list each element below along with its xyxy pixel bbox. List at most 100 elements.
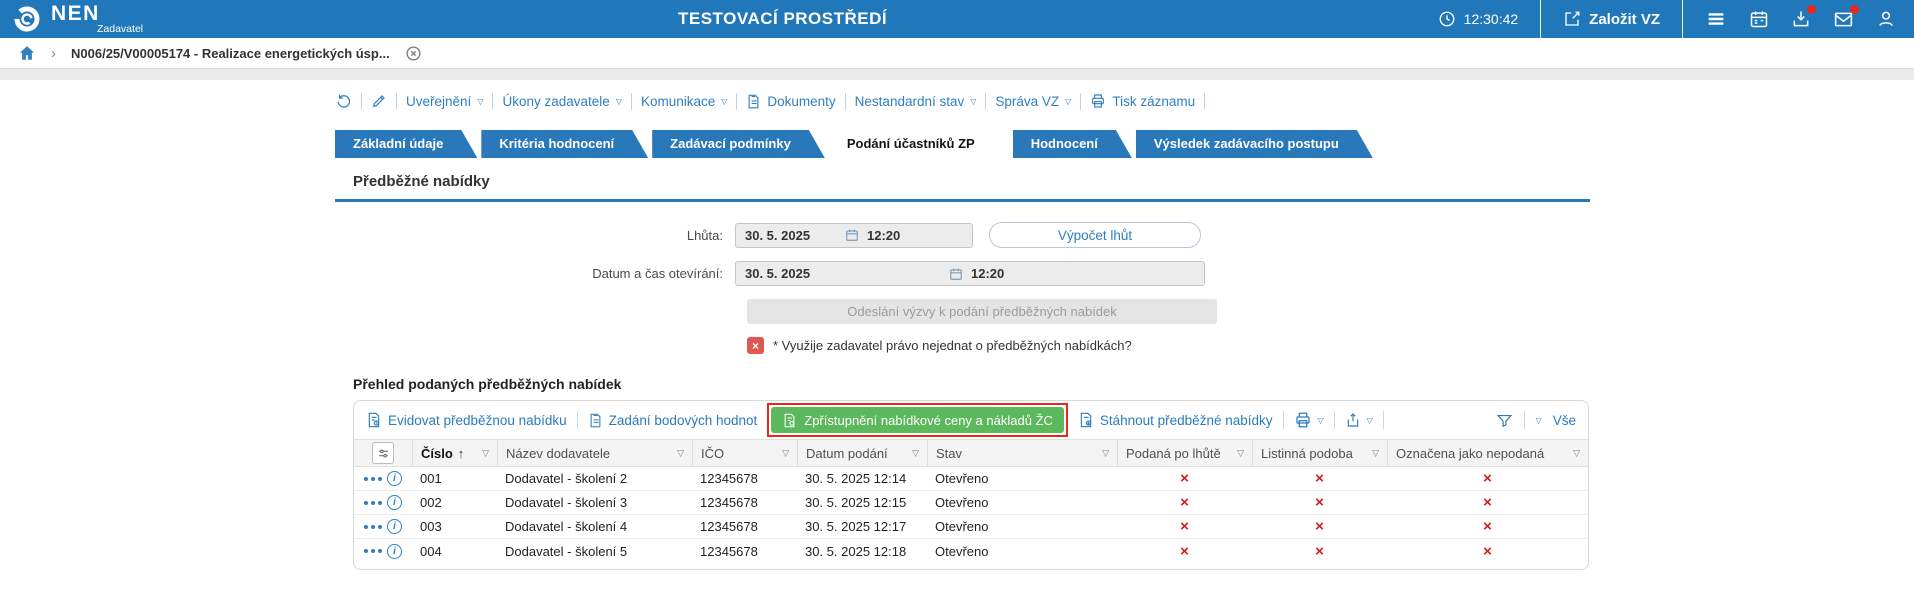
download-offers-button[interactable]: Stáhnout předběžné nabídky [1078,412,1273,428]
menu-hamburger-icon[interactable] [1705,8,1727,30]
info-icon[interactable]: i [387,495,402,510]
cell-ico: 12345678 [700,495,758,510]
column-settings-icon[interactable] [372,442,394,464]
tab-podani-ucastniku[interactable]: Podání účastníků ZP [829,130,1009,158]
calendar-icon[interactable] [1749,9,1769,29]
offers-toolbar: Evidovat předběžnou nabídku Zadání bodov… [354,401,1588,439]
envelope-icon [1833,9,1854,30]
table-row[interactable]: i 002 Dodavatel - školení 3 12345678 30.… [354,491,1588,515]
menu-sprava-vz[interactable]: Správa VZ ▽ [995,94,1071,109]
calendar-icon[interactable] [845,228,859,242]
column-header-nazev[interactable]: Název dodavatele ▽ [497,440,692,466]
offers-panel: Evidovat předběžnou nabídku Zadání bodov… [353,400,1589,570]
table-row[interactable]: i 003 Dodavatel - školení 4 12345678 30.… [354,515,1588,539]
table-row[interactable]: i 001 Dodavatel - školení 2 12345678 30.… [354,467,1588,491]
cell-podana-po-lhute-false-icon: × [1180,494,1189,511]
column-header-stav[interactable]: Stav ▽ [927,440,1117,466]
filter-caret-icon[interactable]: ▽ [1573,447,1580,458]
enter-points-label: Zadání bodových hodnot [608,412,758,428]
cell-nazev-dodavatele: Dodavatel - školení 5 [505,543,628,559]
messages-button[interactable] [1833,4,1859,30]
brand-role: Zadavatel [97,23,144,36]
cell-stav: Otevřeno [935,543,989,559]
column-header-cislo[interactable]: Číslo ↑ ▽ [412,440,497,466]
breadcrumb-record-tab[interactable]: N006/25/V00005174 - Realizace energetick… [71,45,390,61]
filter-caret-icon[interactable]: ▽ [912,447,919,458]
table-row[interactable]: i 004 Dodavatel - školení 5 12345678 30.… [354,539,1588,563]
row-actions-dots-icon[interactable] [364,500,368,505]
menu-nestandardni-label: Nestandardní stav [854,93,965,109]
filter-funnel-icon[interactable] [1496,412,1513,429]
clock-icon [1438,10,1456,28]
cell-nazev-dodavatele: Dodavatel - školení 3 [505,495,628,510]
create-vz-button[interactable]: Založit VZ [1563,10,1660,28]
filter-caret-icon[interactable]: ▽ [1372,447,1379,458]
column-header-ico[interactable]: IČO ▽ [692,440,797,466]
close-record-icon[interactable] [405,45,422,62]
chevron-down-icon: ▽ [970,96,977,106]
toolbar-separator [576,411,578,429]
menu-dokumenty[interactable]: Dokumenty [746,94,836,109]
column-header-datum[interactable]: Datum podání ▽ [797,440,927,466]
refresh-button[interactable] [335,93,352,110]
tab-zadavaci-podminky[interactable]: Zadávací podmínky [652,130,825,158]
checkbox-no-icon[interactable]: × [747,337,764,354]
calc-deadlines-button[interactable]: Výpočet lhůt [989,222,1201,248]
cell-listinna-podoba-false-icon: × [1315,494,1324,511]
tab-hodnoceni[interactable]: Hodnocení [1013,130,1132,158]
tab-kriteria-hodnoceni[interactable]: Kritéria hodnocení [481,130,648,158]
home-icon[interactable] [18,44,36,62]
cell-cislo: 004 [420,543,442,559]
download-offers-label: Stáhnout předběžné nabídky [1099,412,1273,428]
row-actions-dots-icon[interactable] [364,524,368,529]
filter-all-button[interactable]: Vše [1552,412,1576,428]
info-icon[interactable]: i [387,519,402,534]
page-title-row: Předběžné nabídky [335,166,1590,202]
column-header-listinna[interactable]: Listinná podoba ▽ [1252,440,1387,466]
filter-caret-icon[interactable]: ▽ [1237,447,1244,458]
export-table-button[interactable]: ▽ [1345,412,1373,428]
chevron-down-icon[interactable]: ▽ [1535,415,1542,425]
menu-tisk-zaznamu[interactable]: Tisk záznamu [1090,93,1195,109]
menu-komunikace-label: Komunikace [640,93,716,109]
row-actions-dots-icon[interactable] [364,476,368,481]
filter-caret-icon[interactable]: ▽ [482,447,489,458]
calendar-icon[interactable] [949,267,963,281]
opening-label: Datum a čas otevírání: [592,266,723,281]
enter-points-button[interactable]: Zadání bodových hodnot [588,412,758,428]
opening-datetime-input[interactable]: 30. 5. 2025 12:20 [735,261,1205,286]
command-separator [1204,92,1206,110]
menu-komunikace[interactable]: Komunikace ▽ [641,94,727,109]
menu-nestandardni-stav[interactable]: Nestandardní stav ▽ [855,94,977,109]
menu-tisk-label: Tisk záznamu [1112,93,1196,109]
highlight-annotation-box: Zpřístupnění nabídkové ceny a nákladů ŽC [767,403,1068,437]
filter-controls: ▽ Vše [1496,411,1576,429]
cell-listinna-podoba-false-icon: × [1315,542,1324,560]
register-offer-button[interactable]: Evidovat předběžnou nabídku [366,412,567,428]
downloads-tray-button[interactable] [1791,5,1816,29]
deadline-datetime-input[interactable]: 30. 5. 2025 12:20 [735,222,973,248]
row-actions-dots-icon[interactable] [364,549,368,553]
column-header-po-lhute[interactable]: Podaná po lhůtě ▽ [1117,440,1252,466]
tab-vysledek[interactable]: Výsledek zadávacího postupu [1136,130,1373,158]
unlock-price-button[interactable]: Zpřístupnění nabídkové ceny a nákladů ŽC [771,407,1064,433]
menu-ukony-zadavatele[interactable]: Úkony zadavatele ▽ [502,94,621,109]
tab-zakladni-udaje[interactable]: Základní údaje [335,130,477,158]
print-table-button[interactable]: ▽ [1294,411,1324,429]
info-icon[interactable]: i [387,471,402,486]
unlock-price-label: Zpřístupnění nabídkové ceny a nákladů ŽC [804,412,1053,428]
filter-caret-icon[interactable]: ▽ [782,447,789,458]
cell-cislo: 002 [420,495,442,510]
edit-record-button[interactable] [371,93,387,109]
info-icon[interactable]: i [387,543,402,559]
header-separator [1682,0,1683,38]
nen-logo[interactable]: NEN Zadavatel [12,3,143,35]
menu-uverejneni[interactable]: Uveřejnění ▽ [406,94,483,109]
column-header-nepodana[interactable]: Označena jako nepodaná ▽ [1387,440,1588,466]
user-profile-icon[interactable] [1876,9,1896,29]
document-icon [590,413,601,427]
filter-caret-icon[interactable]: ▽ [677,447,684,458]
toolbar-separator [1523,411,1525,429]
breadcrumb-chevron: › [51,44,56,62]
filter-caret-icon[interactable]: ▽ [1102,447,1109,458]
